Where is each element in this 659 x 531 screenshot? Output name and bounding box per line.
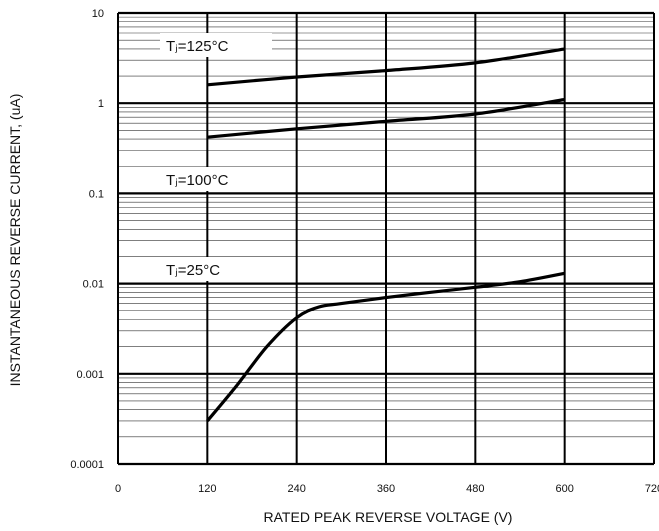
- x-tick-label: 0: [115, 483, 121, 495]
- series-line-t-125-c: [207, 47, 565, 87]
- x-tick-label: 720: [645, 483, 659, 495]
- series-line-t-25-c: [206, 271, 565, 423]
- x-tick-label: 240: [287, 483, 305, 495]
- y-tick-label: 10: [92, 8, 104, 20]
- curve-label-background: [160, 167, 280, 191]
- y-axis-title: INSTANTANEOUS REVERSE CURRENT, (uA): [7, 94, 23, 387]
- curve-label-t-25-c: Tⱼ=25°C: [166, 262, 220, 279]
- y-tick-label: 0.1: [89, 188, 104, 200]
- x-axis-title: RATED PEAK REVERSE VOLTAGE (V): [264, 509, 513, 525]
- x-tick-label: 480: [466, 483, 484, 495]
- curve-label-background: [160, 33, 272, 57]
- tick-label-layer: 0 120 240 360 480 600 720 0.0001 0.001 0.01 0.1 1 10: [70, 8, 659, 495]
- grid-layer: [117, 11, 655, 466]
- curve-label-layer: Tⱼ=125°C Tⱼ=100°C Tⱼ=25°C: [160, 33, 280, 281]
- y-tick-label: 0.001: [76, 369, 104, 381]
- series-line-t-100-c: [207, 97, 565, 139]
- y-tick-label: 0.0001: [70, 459, 104, 471]
- curve-label-t-100-c: Tⱼ=100°C: [166, 172, 229, 189]
- curve-label-background: [160, 257, 266, 281]
- curve-layer: [206, 47, 565, 423]
- curve-label-t-125-c: Tⱼ=125°C: [166, 38, 229, 55]
- y-tick-label: 1: [98, 98, 104, 110]
- x-tick-label: 600: [555, 483, 573, 495]
- y-tick-label: 0.01: [83, 279, 104, 291]
- x-tick-label: 360: [377, 483, 395, 495]
- x-tick-label: 120: [198, 483, 216, 495]
